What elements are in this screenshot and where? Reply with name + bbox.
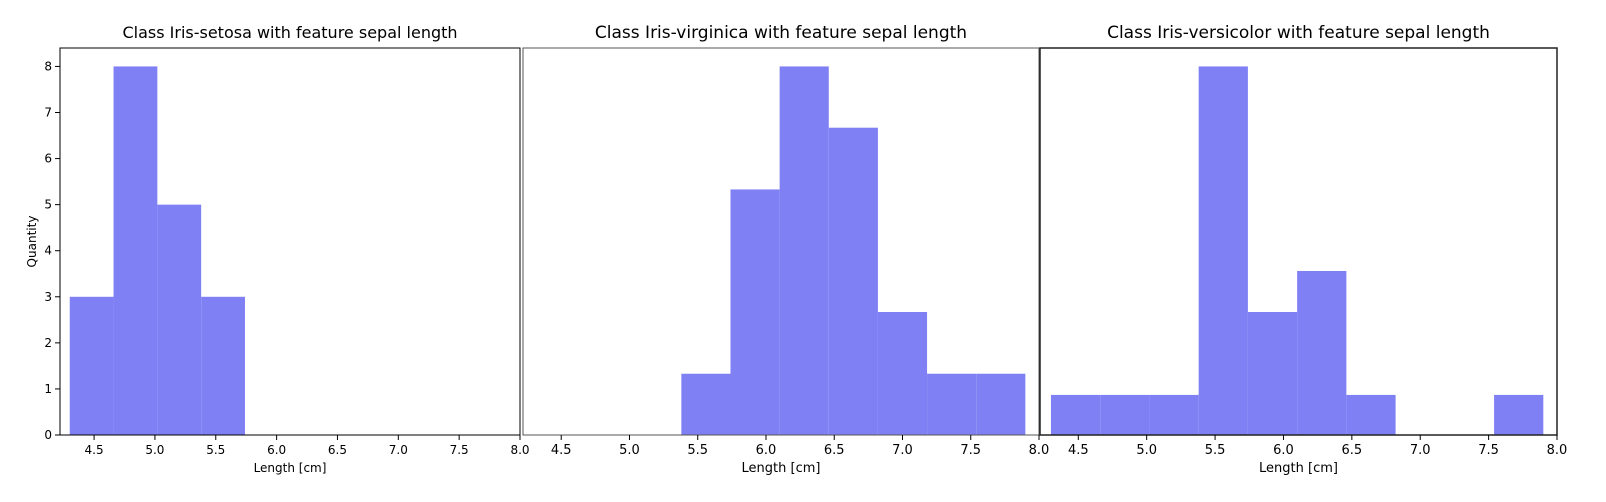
x-tick-label-1-2: 5.5 <box>687 443 708 458</box>
hist-bar-0-2 <box>157 204 202 435</box>
hist-bar-1-8 <box>927 373 977 435</box>
x-tick-label-1-1: 5.0 <box>619 443 640 458</box>
y-tick-label-0-5: 5 <box>44 198 52 212</box>
x-tick-label-1-0: 4.5 <box>551 443 572 458</box>
axes-frame-1 <box>522 47 1040 436</box>
hist-bar-0-1 <box>113 66 158 435</box>
chart-title-0: Class Iris-setosa with feature sepal len… <box>122 23 457 42</box>
hist-bar-2-0 <box>1050 394 1101 435</box>
x-tick-label-2-4: 6.5 <box>1341 443 1362 458</box>
x-tick-label-2-2: 5.5 <box>1205 443 1226 458</box>
axes-frame-2 <box>1039 47 1558 436</box>
hist-bar-1-7 <box>877 311 928 435</box>
x-axis-label-2: Length [cm] <box>1259 461 1338 476</box>
y-tick-label-0-2: 2 <box>44 336 52 350</box>
x-tick-label-1-3: 6.0 <box>756 443 777 458</box>
y-tick-label-0-8: 8 <box>44 59 52 73</box>
x-tick-label-1-5: 7.0 <box>892 443 913 458</box>
x-tick-label-2-7: 8.0 <box>1547 443 1568 458</box>
x-tick-label-2-1: 5.0 <box>1136 443 1157 458</box>
hist-bar-1-5 <box>779 66 829 435</box>
hist-bar-1-3 <box>681 373 731 435</box>
hist-bar-2-4 <box>1247 311 1298 435</box>
chart-title-1: Class Iris-virginica with feature sepal … <box>595 23 967 43</box>
x-tick-label-0-5: 7.0 <box>389 443 408 457</box>
x-tick-label-0-0: 4.5 <box>85 443 104 457</box>
hist-bar-2-2 <box>1149 394 1199 435</box>
chart-title-2: Class Iris-versicolor with feature sepal… <box>1107 23 1490 43</box>
hist-bar-2-3 <box>1198 66 1248 435</box>
x-axis-label-1: Length [cm] <box>742 461 821 476</box>
hist-bar-2-9 <box>1494 394 1544 435</box>
x-tick-label-0-7: 8.0 <box>510 443 529 457</box>
x-tick-label-0-6: 7.5 <box>450 443 469 457</box>
x-tick-label-1-7: 8.0 <box>1029 443 1050 458</box>
y-tick-label-0-4: 4 <box>44 244 52 258</box>
hist-bar-1-6 <box>828 127 878 435</box>
hist-bar-0-0 <box>69 296 114 435</box>
x-tick-label-0-3: 6.0 <box>267 443 286 457</box>
hist-bar-1-9 <box>976 373 1026 435</box>
y-axis-label-0: Quantity <box>25 216 39 268</box>
hist-bar-0-3 <box>201 296 245 435</box>
x-tick-label-0-1: 5.0 <box>145 443 164 457</box>
x-tick-label-2-0: 4.5 <box>1068 443 1089 458</box>
x-tick-label-1-6: 7.5 <box>960 443 981 458</box>
hist-bar-2-6 <box>1346 394 1396 435</box>
y-tick-label-0-6: 6 <box>44 152 52 166</box>
x-tick-label-0-2: 5.5 <box>206 443 225 457</box>
y-tick-label-0-7: 7 <box>44 106 52 120</box>
y-tick-label-0-0: 0 <box>44 428 52 442</box>
x-tick-label-2-3: 6.0 <box>1273 443 1294 458</box>
x-tick-label-1-4: 6.5 <box>824 443 845 458</box>
y-tick-label-0-3: 3 <box>44 290 52 304</box>
y-tick-label-0-1: 1 <box>44 382 52 396</box>
x-tick-label-2-5: 7.0 <box>1410 443 1431 458</box>
hist-bar-2-1 <box>1100 394 1150 435</box>
x-tick-label-2-6: 7.5 <box>1478 443 1499 458</box>
hist-bar-1-4 <box>730 189 780 435</box>
axes-frame-0 <box>59 47 521 436</box>
x-axis-label-0: Length [cm] <box>254 461 327 475</box>
x-tick-label-0-4: 6.5 <box>328 443 347 457</box>
hist-bar-2-5 <box>1297 270 1347 435</box>
